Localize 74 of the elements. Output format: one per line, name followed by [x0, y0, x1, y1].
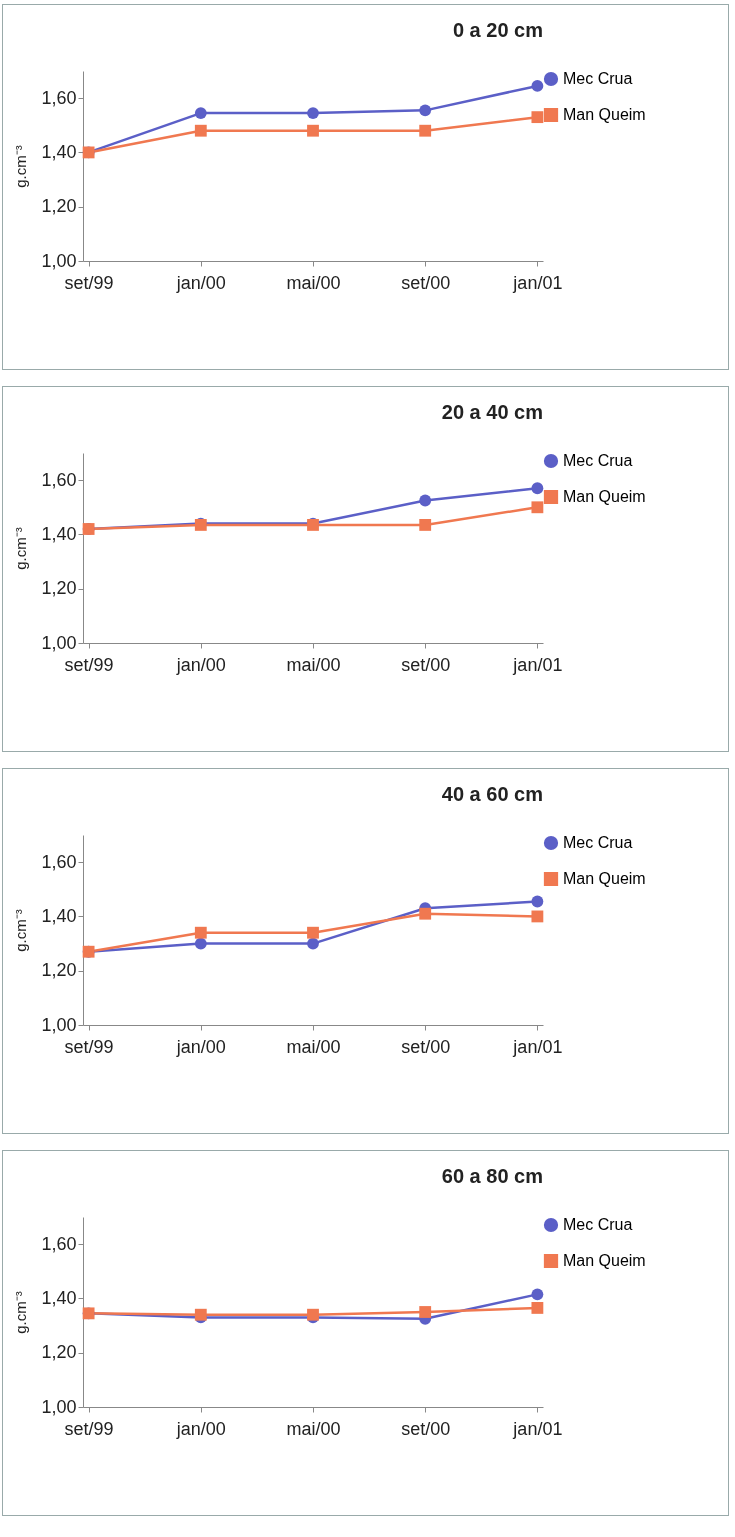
y-tick-label: 1,60 — [41, 87, 77, 108]
point — [531, 482, 544, 495]
y-tick-label: 1,00 — [41, 250, 77, 271]
y-tick-label: 1,40 — [41, 141, 77, 162]
y-axis-title: g.cm⁻³ — [12, 145, 30, 188]
y-tick-label: 1,40 — [41, 1287, 77, 1308]
legend-label: Mec Crua — [563, 452, 633, 469]
legend-label: Mec Crua — [563, 834, 633, 851]
x-tick-label: set/00 — [401, 654, 451, 675]
x-tick-label: set/99 — [64, 1418, 114, 1439]
point — [531, 1288, 544, 1301]
x-tick-label: set/99 — [64, 1036, 114, 1057]
y-tick-label: 1,20 — [41, 960, 77, 981]
y-tick-label: 1,00 — [41, 1396, 77, 1417]
y-axis-title: g.cm⁻³ — [12, 909, 30, 952]
x-tick-label: jan/01 — [512, 1036, 563, 1057]
point — [194, 107, 207, 119]
point — [419, 104, 432, 117]
legend-label: Mec Crua — [563, 1216, 633, 1233]
chart-title: 60 a 80 cm — [441, 1165, 543, 1187]
y-tick-label: 1,00 — [41, 1014, 77, 1035]
point — [194, 926, 207, 939]
legend-label: Mec Crua — [563, 70, 633, 87]
x-tick-label: jan/01 — [512, 1418, 563, 1439]
x-tick-label: mai/00 — [286, 1418, 341, 1439]
x-tick-label: mai/00 — [286, 1036, 341, 1057]
x-tick-label: mai/00 — [286, 272, 341, 293]
y-tick-label: 1,60 — [41, 1233, 77, 1254]
point — [419, 1306, 432, 1318]
y-tick-label: 1,40 — [41, 523, 77, 544]
x-tick-label: jan/00 — [175, 272, 226, 293]
y-tick-label: 1,20 — [41, 578, 77, 599]
x-tick-label: set/00 — [401, 272, 451, 293]
point — [419, 519, 432, 531]
x-tick-label: jan/00 — [175, 1036, 226, 1057]
chart-title: 0 a 20 cm — [452, 19, 543, 41]
x-tick-label: jan/01 — [512, 272, 563, 293]
point — [531, 111, 544, 124]
point — [194, 124, 207, 137]
point — [419, 494, 432, 507]
x-tick-label: set/00 — [401, 1418, 451, 1439]
point — [194, 937, 207, 950]
point — [419, 907, 432, 920]
x-tick-label: jan/00 — [175, 1418, 226, 1439]
legend-label: Man Queim — [563, 106, 646, 123]
chart-title: 20 a 40 cm — [441, 401, 543, 423]
x-tick-label: jan/00 — [175, 654, 226, 675]
y-axis-title: g.cm⁻³ — [12, 1291, 30, 1334]
x-tick-label: mai/00 — [286, 654, 341, 675]
x-tick-label: jan/01 — [512, 654, 563, 675]
y-tick-label: 1,20 — [41, 196, 77, 217]
x-tick-label: set/00 — [401, 1036, 451, 1057]
legend-label: Man Queim — [563, 870, 646, 887]
point — [307, 937, 319, 950]
point — [531, 910, 544, 923]
x-tick-label: set/99 — [64, 654, 114, 675]
point — [307, 124, 319, 137]
point — [531, 1302, 544, 1314]
point — [307, 926, 319, 939]
point — [531, 80, 544, 92]
point — [531, 501, 544, 514]
y-tick-label: 1,60 — [41, 469, 77, 490]
x-tick-label: set/99 — [64, 272, 114, 293]
point — [307, 107, 319, 119]
y-tick-label: 1,40 — [41, 905, 77, 926]
chart-title: 40 a 60 cm — [441, 783, 543, 805]
legend-label: Man Queim — [563, 488, 646, 505]
legend-label: Man Queim — [563, 1252, 646, 1269]
y-axis-title: g.cm⁻³ — [12, 527, 30, 570]
y-tick-label: 1,00 — [41, 632, 77, 653]
point — [531, 895, 544, 908]
point — [419, 124, 432, 137]
y-tick-label: 1,60 — [41, 851, 77, 872]
y-tick-label: 1,20 — [41, 1342, 77, 1363]
